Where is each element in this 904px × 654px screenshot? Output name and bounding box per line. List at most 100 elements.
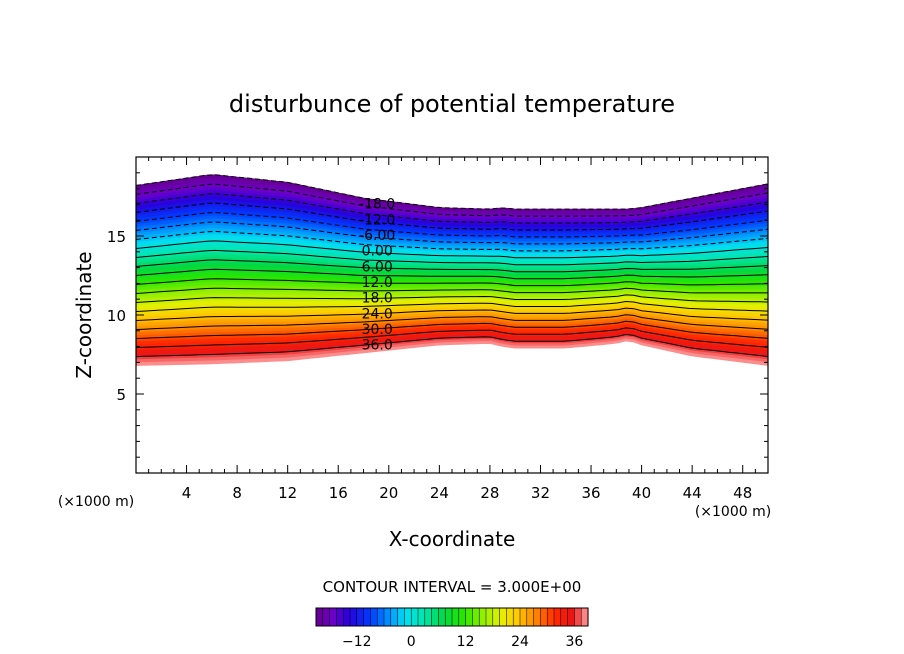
colorbar-cell bbox=[506, 607, 514, 627]
colorbar-cell bbox=[526, 607, 535, 627]
y-tick-labels: 5 10 15 bbox=[107, 228, 126, 404]
colorbar-cell bbox=[574, 607, 582, 627]
colorbar-cell bbox=[546, 607, 555, 627]
colorbar-tick-label: −12 bbox=[342, 634, 372, 650]
colorbar-cell bbox=[397, 607, 405, 627]
colorbar-cell bbox=[451, 607, 460, 627]
contour-line bbox=[136, 202, 768, 231]
colorbar-cell bbox=[444, 607, 453, 627]
colorbar-cell bbox=[567, 607, 575, 627]
contour-interval-label: CONTOUR INTERVAL = 3.000E+00 bbox=[323, 578, 582, 596]
contour-line bbox=[136, 278, 768, 287]
colorbar-cell bbox=[485, 607, 494, 627]
contour-line bbox=[136, 320, 768, 339]
colorbar-cell bbox=[580, 607, 589, 627]
x-unit-label: (×1000 m) bbox=[695, 504, 771, 520]
x-tick-label: 40 bbox=[632, 484, 651, 502]
contour-label: 36.0 bbox=[362, 338, 393, 354]
y-tick-label: 10 bbox=[107, 307, 126, 325]
contour-line bbox=[136, 268, 768, 280]
x-tick-label: 8 bbox=[232, 484, 242, 502]
contour-line bbox=[136, 174, 768, 210]
colorbar-cell bbox=[417, 607, 426, 627]
colorbar-cell bbox=[383, 607, 392, 627]
colorbar-cell bbox=[349, 607, 358, 627]
colorbar-cell bbox=[499, 607, 507, 627]
y-unit-label: (×1000 m) bbox=[58, 494, 134, 510]
x-tick-label: 4 bbox=[182, 484, 192, 502]
contour-line bbox=[136, 221, 768, 245]
colorbar-cell bbox=[438, 607, 446, 627]
colorbar-frame bbox=[315, 607, 589, 627]
colorbar-cell bbox=[376, 607, 385, 627]
colorbar-cell bbox=[404, 607, 412, 627]
contour-field bbox=[136, 174, 768, 366]
colorbar-tick-label: 12 bbox=[457, 634, 475, 650]
contour-label: -6.00 bbox=[359, 228, 395, 244]
contour-label: -18.0 bbox=[359, 197, 395, 213]
colorbar-cell bbox=[458, 607, 467, 627]
axis-ticks bbox=[135, 156, 769, 474]
contour-line bbox=[136, 307, 768, 321]
x-tick-label: 48 bbox=[733, 484, 752, 502]
x-tick-label: 28 bbox=[480, 484, 499, 502]
contour-label: 6.00 bbox=[362, 259, 393, 275]
colorbar-cell bbox=[363, 607, 371, 627]
colorbar-cell bbox=[492, 607, 501, 627]
colorbar-cell bbox=[560, 607, 569, 627]
x-tick-label: 12 bbox=[278, 484, 297, 502]
colorbar-cell bbox=[465, 607, 473, 627]
contour-line bbox=[136, 333, 768, 358]
contour-line bbox=[136, 211, 768, 238]
x-tick-label: 44 bbox=[683, 484, 702, 502]
colorbar-cell bbox=[315, 607, 324, 627]
colorbar-cell bbox=[410, 607, 419, 627]
colorbar-cell bbox=[519, 607, 528, 627]
contour-line bbox=[136, 294, 768, 303]
colorbar-cell bbox=[512, 607, 521, 627]
colorbar-tick-label: 24 bbox=[511, 634, 529, 650]
x-tick-label: 20 bbox=[379, 484, 398, 502]
x-tick-label: 24 bbox=[430, 484, 449, 502]
colorbar-cell bbox=[540, 607, 548, 627]
contour-label: 24.0 bbox=[362, 306, 393, 322]
contour-label: 12.0 bbox=[362, 275, 393, 291]
contour-labels: -18.0-12.0-6.000.006.0012.018.024.030.03… bbox=[359, 197, 395, 354]
contour-label: 0.00 bbox=[362, 244, 393, 260]
contour-label: -12.0 bbox=[359, 212, 395, 228]
contour-line bbox=[136, 230, 768, 252]
colorbar-cell bbox=[424, 607, 433, 627]
colorbar-tick-label: 36 bbox=[565, 634, 583, 650]
colorbar bbox=[315, 607, 589, 627]
colorbar-cell bbox=[336, 607, 344, 627]
colorbar-cell bbox=[472, 607, 480, 627]
contour-line bbox=[136, 287, 768, 294]
contour-lines bbox=[136, 174, 768, 358]
contour-label: 18.0 bbox=[362, 291, 393, 307]
y-tick-label: 15 bbox=[107, 228, 126, 246]
x-tick-label: 36 bbox=[581, 484, 600, 502]
contour-line bbox=[136, 193, 768, 224]
x-axis-label: X-coordinate bbox=[389, 527, 516, 551]
y-tick-label: 5 bbox=[116, 386, 126, 404]
y-axis-label: Z-coordinate bbox=[72, 251, 96, 378]
x-tick-labels: 4 8 12 16 20 24 28 32 36 40 44 48 bbox=[182, 484, 752, 502]
colorbar-cell bbox=[478, 607, 487, 627]
contour-line bbox=[136, 183, 768, 217]
colorbar-cell bbox=[553, 607, 562, 627]
contour-band bbox=[136, 338, 768, 366]
contour-line bbox=[136, 249, 768, 266]
colorbar-cell bbox=[329, 607, 337, 627]
contour-line bbox=[136, 240, 768, 259]
colorbar-cell bbox=[533, 607, 541, 627]
x-tick-label: 16 bbox=[329, 484, 348, 502]
contour-line bbox=[136, 300, 768, 312]
contour-label: 30.0 bbox=[362, 322, 393, 338]
contour-line bbox=[136, 314, 768, 330]
colorbar-cell bbox=[342, 607, 351, 627]
x-tick-label: 32 bbox=[531, 484, 550, 502]
colorbar-cell bbox=[431, 607, 439, 627]
contour-line bbox=[136, 327, 768, 348]
colorbar-cell bbox=[390, 607, 399, 627]
